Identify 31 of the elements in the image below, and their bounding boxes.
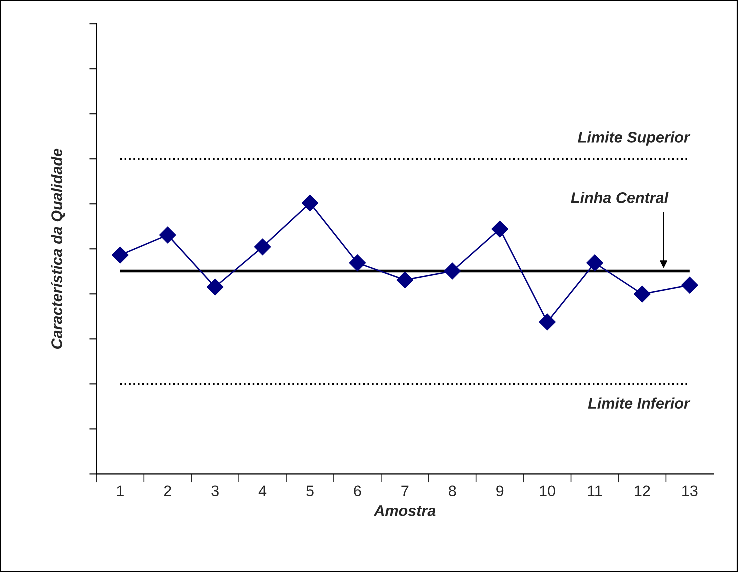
point — [539, 314, 556, 331]
point — [682, 276, 698, 294]
point — [302, 194, 319, 212]
point — [444, 262, 461, 280]
point — [396, 272, 414, 289]
ref-line-label: Limite Superior — [578, 132, 691, 146]
x-tick-label: 11 — [588, 486, 602, 496]
x-tick-label: 4 — [258, 486, 267, 496]
point — [159, 226, 176, 244]
point — [112, 246, 129, 264]
y-axis-title: Característica da Qualidade — [51, 148, 66, 349]
x-axis-title: Amostra — [374, 506, 436, 516]
x-tick-label: 3 — [212, 486, 219, 497]
x-tick-label: 7 — [402, 486, 409, 496]
x-tick-label: 6 — [354, 486, 362, 497]
point — [254, 238, 272, 256]
point — [349, 254, 366, 272]
x-tick-label: 8 — [449, 486, 456, 497]
x-tick-label: 2 — [164, 486, 172, 496]
x-tick-label: 10 — [540, 486, 556, 497]
x-tick-label: 9 — [496, 486, 504, 497]
x-tick-label: 13 — [682, 486, 698, 497]
x-tick-label: 12 — [635, 486, 650, 496]
point — [206, 278, 224, 296]
point — [586, 254, 604, 272]
ref-line-label: Linha Central — [571, 192, 669, 204]
ref-line-label: Limite Inferior — [588, 398, 691, 409]
x-tick-label: 1 — [117, 486, 124, 496]
point — [492, 220, 508, 238]
x-tick-label: 5 — [306, 486, 314, 497]
point — [634, 286, 651, 303]
